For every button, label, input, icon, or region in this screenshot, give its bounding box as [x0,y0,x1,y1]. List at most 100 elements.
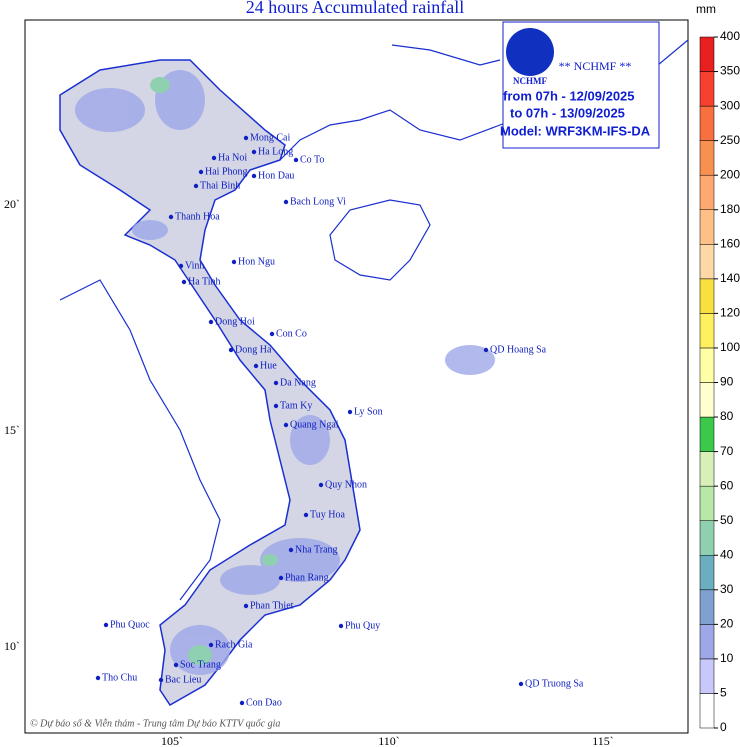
info-model: Model: WRF3KM-IFS-DA [500,123,651,138]
place-label: Tuy Hoa [310,509,345,520]
lon-label: 105` [161,734,183,747]
place-dot [181,279,187,285]
logo [506,28,554,76]
place-label: Phan Thiet [250,600,294,611]
place-label: Ha Long [258,146,293,157]
legend-swatch [699,555,715,591]
place-label: Hon Ngu [238,256,275,267]
place-dot [293,157,299,163]
legend-unit: mm [696,2,716,16]
legend-label: 50 [720,513,734,527]
place-dot [208,319,214,325]
rain-areas [75,70,495,675]
place-label: Hon Dau [258,170,294,181]
place-dot [158,677,164,683]
place-label: Con Dao [246,697,282,708]
place-dot [239,700,245,706]
place-label: Dong Ha [235,344,272,355]
legend-swatch [699,278,715,314]
place-label: Hai Phong [205,166,248,177]
place-dot [518,681,524,687]
place-dot [288,547,294,553]
lon-label: 110` [378,734,400,747]
place-dot [95,675,101,681]
place-dot [278,575,284,581]
title: 24 hours Accumulated rainfall [246,0,464,17]
legend-swatch [699,174,715,210]
place-dot [251,173,257,179]
place-label: Ha Noi [218,152,247,163]
place-label: Soc Trang [180,659,221,670]
place-dot [347,409,353,415]
place-label: Nha Trang [295,544,338,555]
place-label: Thanh Hoa [175,211,220,222]
place-dot [273,403,279,409]
legend-label: 200 [720,167,740,181]
place-dot [178,263,184,269]
place-dot [231,259,237,265]
legend-label: 90 [720,375,734,389]
place-label: Ly Son [354,406,383,417]
place-label: Con Co [276,328,307,339]
lon-label: 115` [592,734,614,747]
info-to: to 07h - 13/09/2025 [510,105,625,120]
place-label: Phan Rang [285,572,329,583]
place-label: Mong Cai [250,132,291,143]
info-from: from 07h - 12/09/2025 [503,88,635,103]
credit: © Dự báo số & Viễn thám - Trung tâm Dự b… [30,718,280,729]
legend-swatch [699,209,715,245]
place-label: Ha Tinh [188,276,221,287]
legend-swatch [699,140,715,176]
lat-label: 10` [4,639,20,653]
legend-swatch [699,416,715,452]
place-label: Bach Long Vi [290,196,346,207]
legend-swatch [699,624,715,660]
place-dot [228,347,234,353]
place-label: Hue [260,360,277,371]
legend-swatch [699,658,715,694]
place-dot [198,169,204,175]
place-dot [273,380,279,386]
place-label: QD Truong Sa [525,678,584,689]
legend-swatch [699,693,715,729]
place-label: Dong Hoi [215,316,255,327]
place-dot [338,623,344,629]
place-dot [253,363,259,369]
legend-swatch [699,244,715,280]
legend-swatch [699,313,715,349]
place-label: Tho Chu [102,672,137,683]
place-dot [173,662,179,668]
legend-swatch [699,589,715,625]
legend-label: 400 [720,29,740,43]
place-dot [103,622,109,628]
legend-label: 40 [720,547,734,561]
place-label: Tam Ky [280,400,312,411]
place-dot [243,135,249,141]
legend-swatch [699,71,715,107]
legend-label: 180 [720,202,740,216]
place-label: Phu Quy [345,620,380,631]
place-label: QD Hoang Sa [490,344,547,355]
legend-label: 80 [720,409,734,423]
agency: ** NCHMF ** [559,59,632,73]
place-dot [251,149,257,155]
place-dot [211,155,217,161]
place-label: Rach Gia [215,639,253,650]
place-label: Bac Lieu [165,674,201,685]
legend-swatch [699,347,715,383]
legend-label: 20 [720,617,734,631]
place-dot [283,422,289,428]
place-label: Phu Quoc [110,619,150,630]
place-label: Vinh [185,260,204,271]
place-label: Co To [300,154,324,165]
place-dot [168,214,174,220]
legend-swatch [699,382,715,418]
place-dot [303,512,309,518]
place-dot [318,482,324,488]
legend-swatch [699,105,715,141]
legend-label: 140 [720,271,740,285]
legend-label: 120 [720,306,740,320]
legend-label: 70 [720,444,734,458]
